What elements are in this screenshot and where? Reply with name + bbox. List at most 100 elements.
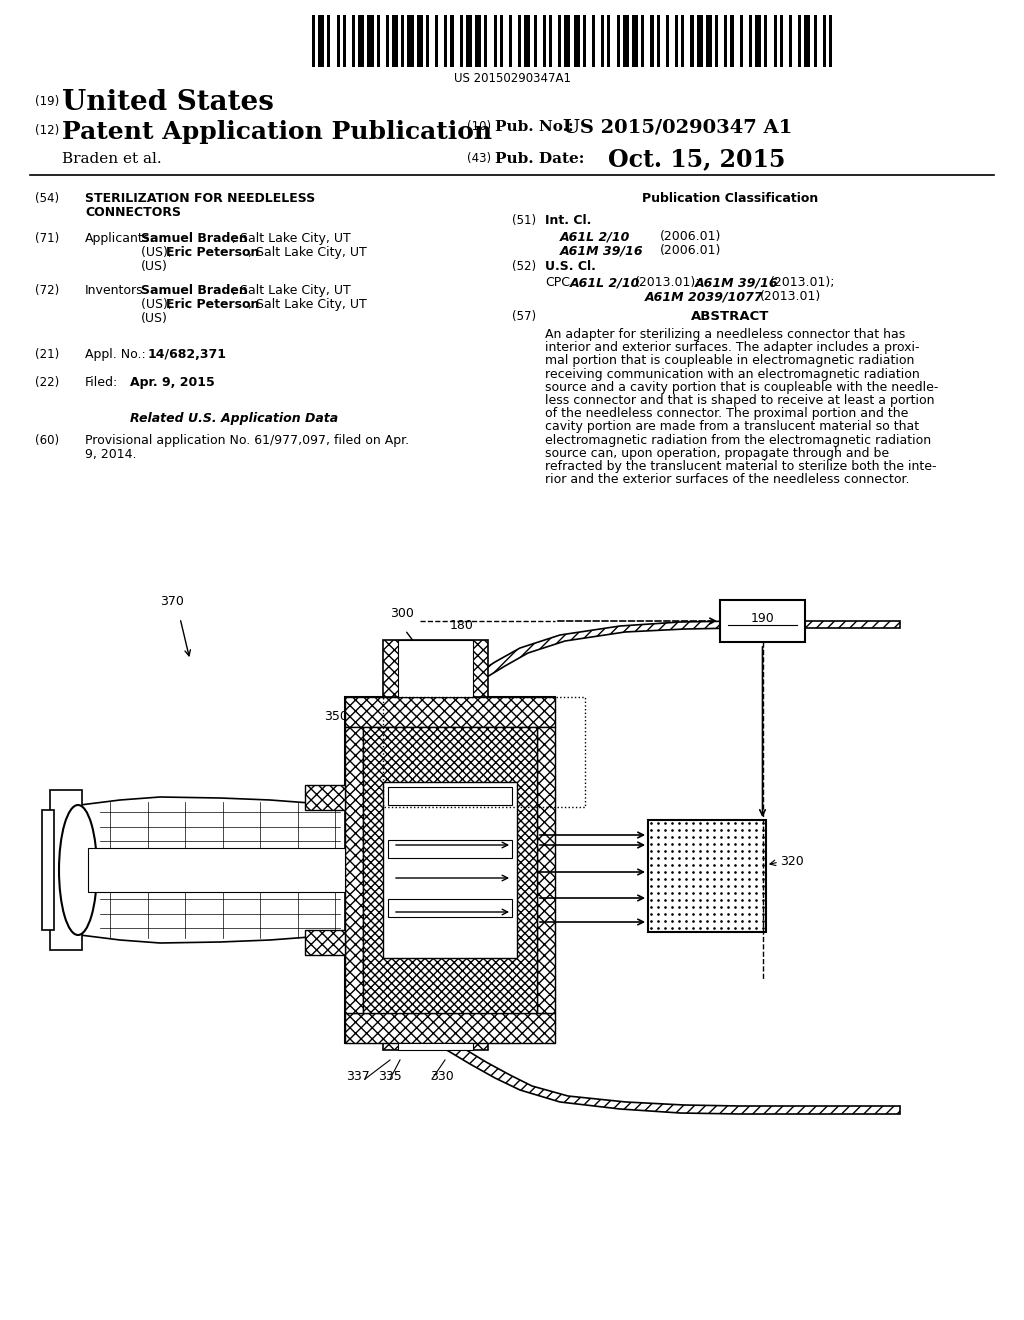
Text: receiving communication with an electromagnetic radiation: receiving communication with an electrom… bbox=[545, 367, 920, 380]
Bar bbox=[690, 15, 693, 67]
Bar bbox=[828, 15, 833, 67]
Bar bbox=[543, 15, 546, 67]
Text: Apr. 9, 2015: Apr. 9, 2015 bbox=[130, 376, 215, 389]
Bar bbox=[50, 789, 82, 950]
Text: A61M 39/16: A61M 39/16 bbox=[695, 276, 778, 289]
Text: (2006.01): (2006.01) bbox=[660, 230, 721, 243]
Text: electromagnetic radiation from the electromagnetic radiation: electromagnetic radiation from the elect… bbox=[545, 433, 931, 446]
Bar bbox=[696, 15, 702, 67]
Bar bbox=[328, 15, 331, 67]
Bar bbox=[804, 15, 810, 67]
Text: Applicants:: Applicants: bbox=[85, 232, 155, 246]
Bar bbox=[706, 15, 712, 67]
Text: (22): (22) bbox=[35, 376, 59, 389]
Bar bbox=[398, 1043, 473, 1049]
Text: Eric Peterson: Eric Peterson bbox=[166, 246, 259, 259]
Bar bbox=[564, 15, 570, 67]
Text: Provisional application No. 61/977,097, filed on Apr.: Provisional application No. 61/977,097, … bbox=[85, 434, 410, 447]
Text: 354: 354 bbox=[408, 710, 432, 723]
Bar bbox=[616, 15, 620, 67]
Bar bbox=[822, 15, 825, 67]
Bar bbox=[715, 15, 718, 67]
Bar bbox=[650, 15, 653, 67]
Bar bbox=[426, 15, 429, 67]
Polygon shape bbox=[80, 797, 345, 942]
Text: Publication Classification: Publication Classification bbox=[642, 191, 818, 205]
Text: US 20150290347A1: US 20150290347A1 bbox=[454, 73, 570, 84]
Bar bbox=[444, 15, 447, 67]
Text: Filed:: Filed: bbox=[85, 376, 118, 389]
Bar bbox=[813, 15, 816, 67]
Bar bbox=[558, 15, 561, 67]
Text: source and a cavity portion that is coupleable with the needle-: source and a cavity portion that is coup… bbox=[545, 380, 938, 393]
Text: source can, upon operation, propagate through and be: source can, upon operation, propagate th… bbox=[545, 446, 889, 459]
Text: Int. Cl.: Int. Cl. bbox=[545, 214, 592, 227]
Bar bbox=[764, 15, 767, 67]
Text: 373: 373 bbox=[378, 710, 401, 723]
Bar bbox=[720, 601, 805, 642]
Text: A61L 2/10: A61L 2/10 bbox=[560, 230, 631, 243]
Text: (19): (19) bbox=[35, 95, 59, 108]
Text: Pub. No.:: Pub. No.: bbox=[495, 120, 573, 135]
Text: 337: 337 bbox=[346, 1071, 370, 1082]
Bar bbox=[388, 899, 512, 917]
Bar bbox=[749, 15, 752, 67]
Bar bbox=[305, 931, 345, 954]
Text: (57): (57) bbox=[512, 310, 537, 323]
Bar bbox=[398, 640, 473, 697]
Bar bbox=[641, 15, 644, 67]
Bar bbox=[681, 15, 684, 67]
Bar bbox=[583, 15, 586, 67]
Text: refracted by the translucent material to sterilize both the inte-: refracted by the translucent material to… bbox=[545, 459, 937, 473]
Bar bbox=[518, 15, 521, 67]
Bar bbox=[607, 15, 610, 67]
Text: cavity portion are made from a translucent material so that: cavity portion are made from a transluce… bbox=[545, 420, 920, 433]
Bar bbox=[408, 15, 414, 67]
Text: CPC: CPC bbox=[545, 276, 570, 289]
Bar bbox=[435, 15, 438, 67]
Bar bbox=[509, 15, 512, 67]
Text: 370: 370 bbox=[160, 595, 184, 609]
Bar bbox=[358, 15, 365, 67]
Text: (71): (71) bbox=[35, 232, 59, 246]
Bar bbox=[656, 15, 659, 67]
Bar bbox=[788, 15, 792, 67]
Bar bbox=[345, 697, 555, 727]
Text: (21): (21) bbox=[35, 348, 59, 360]
Bar bbox=[386, 15, 389, 67]
Text: 320: 320 bbox=[780, 855, 804, 869]
Text: (10): (10) bbox=[467, 120, 492, 133]
Bar bbox=[388, 840, 512, 858]
Text: Inventors:: Inventors: bbox=[85, 284, 147, 297]
Text: less connector and that is shaped to receive at least a portion: less connector and that is shaped to rec… bbox=[545, 393, 935, 407]
Bar bbox=[388, 787, 512, 805]
Bar bbox=[352, 15, 355, 67]
Polygon shape bbox=[435, 620, 900, 697]
Text: Appl. No.:: Appl. No.: bbox=[85, 348, 145, 360]
Bar bbox=[798, 15, 801, 67]
Text: 334: 334 bbox=[444, 706, 468, 719]
Bar bbox=[383, 640, 488, 697]
Text: of the needleless connector. The proximal portion and the: of the needleless connector. The proxima… bbox=[545, 407, 908, 420]
Text: (2013.01);: (2013.01); bbox=[635, 276, 700, 289]
Text: (60): (60) bbox=[35, 434, 59, 447]
Bar bbox=[401, 15, 404, 67]
Text: Pub. Date:: Pub. Date: bbox=[495, 152, 585, 166]
Text: Patent Application Publication: Patent Application Publication bbox=[62, 120, 493, 144]
Text: Eric Peterson: Eric Peterson bbox=[166, 298, 259, 312]
Text: An adapter for sterilizing a needleless connector that has: An adapter for sterilizing a needleless … bbox=[545, 327, 905, 341]
Text: US 2015/0290347 A1: US 2015/0290347 A1 bbox=[563, 117, 793, 136]
Text: 300: 300 bbox=[390, 607, 414, 620]
Bar bbox=[383, 781, 517, 958]
Text: Related U.S. Application Data: Related U.S. Application Data bbox=[130, 412, 338, 425]
Text: mal portion that is coupleable in electromagnetic radiation: mal portion that is coupleable in electr… bbox=[545, 354, 914, 367]
Text: A61M 39/16: A61M 39/16 bbox=[560, 244, 644, 257]
Text: (51): (51) bbox=[512, 214, 537, 227]
Bar bbox=[730, 15, 733, 67]
Bar bbox=[534, 15, 537, 67]
Text: (72): (72) bbox=[35, 284, 59, 297]
Bar bbox=[392, 15, 398, 67]
Bar bbox=[383, 1043, 488, 1049]
Bar bbox=[337, 15, 340, 67]
Bar bbox=[362, 727, 537, 1012]
